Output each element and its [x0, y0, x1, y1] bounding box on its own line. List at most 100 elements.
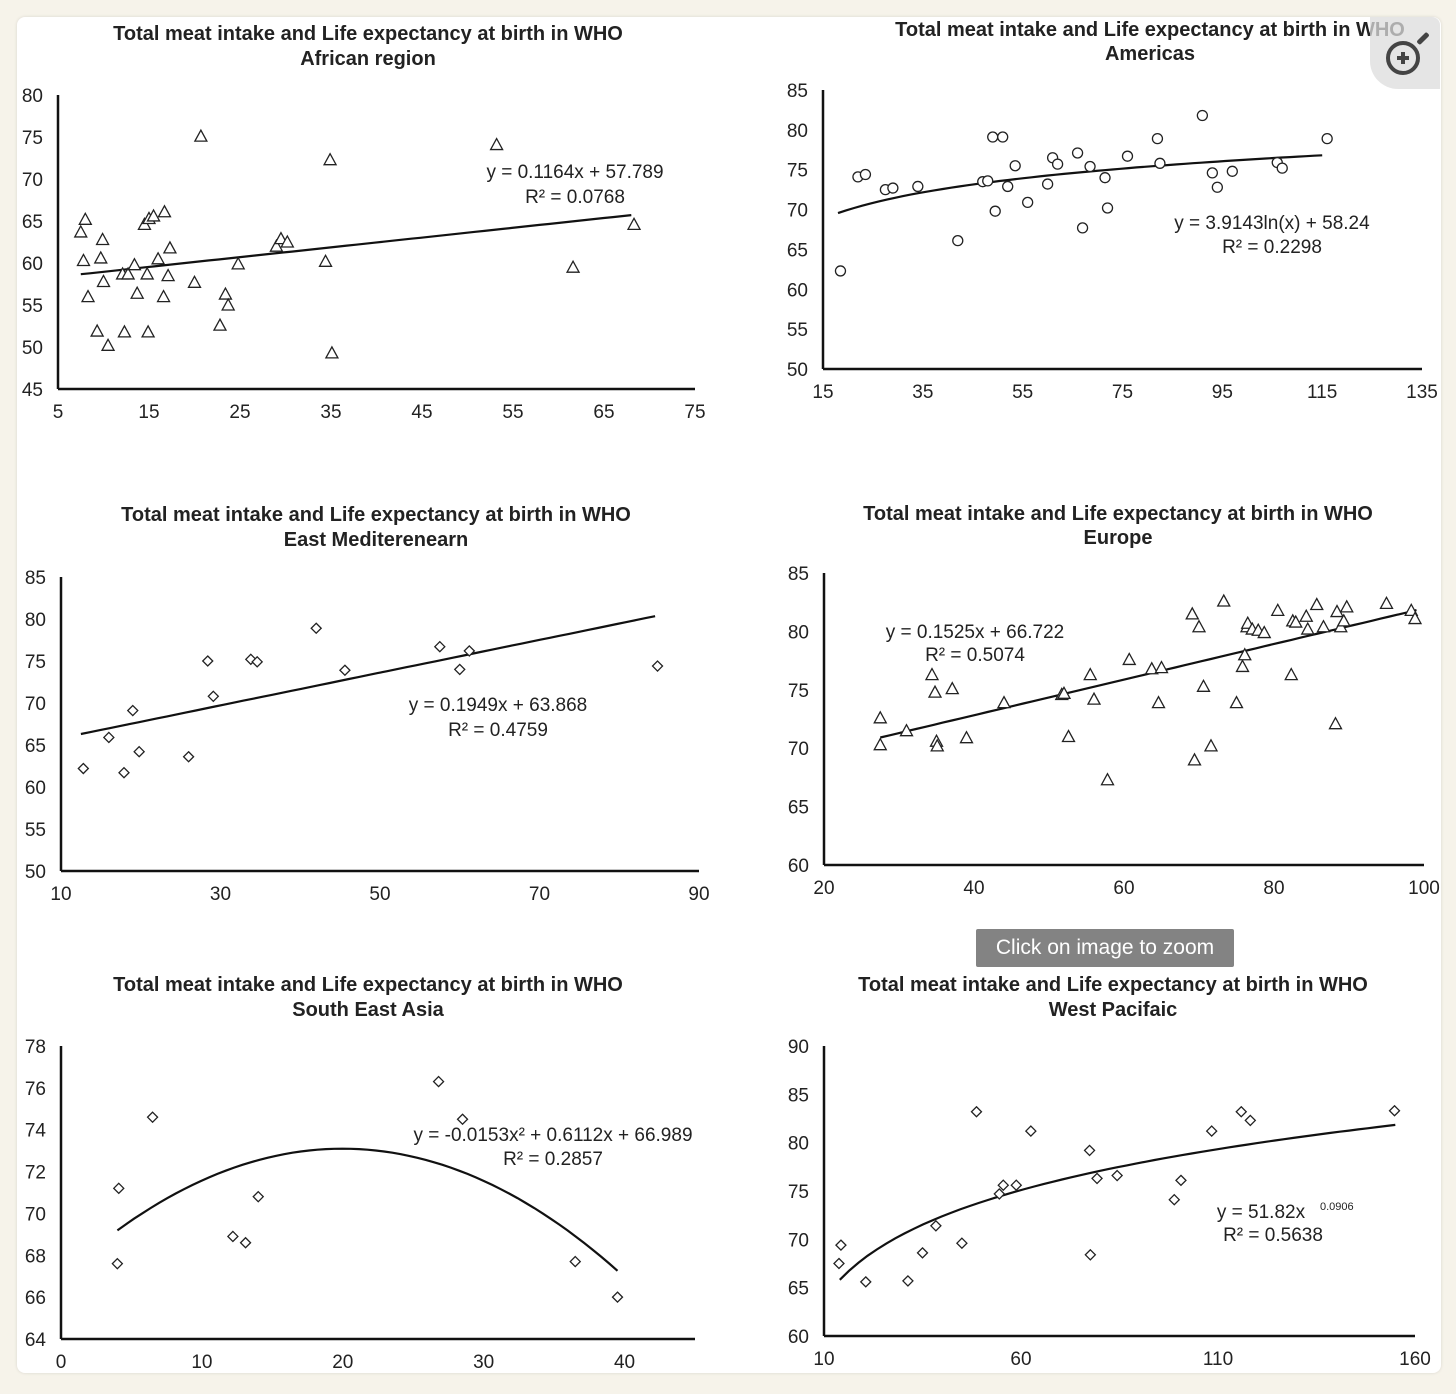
data-point [1339, 599, 1354, 613]
chart-title: African region [300, 48, 436, 70]
x-tick-label: 40 [963, 878, 984, 899]
x-tick-label: 95 [1212, 382, 1233, 403]
y-tick-label: 65 [788, 798, 809, 819]
y-tick-label: 60 [788, 856, 809, 877]
y-tick-label: 60 [788, 1327, 809, 1348]
data-point [1205, 1125, 1218, 1137]
data-point [1002, 180, 1014, 193]
x-tick-label: 0 [56, 1352, 67, 1373]
y-tick-label: 85 [25, 568, 46, 589]
data-point [899, 723, 914, 737]
data-point [1196, 678, 1211, 692]
data-point [1407, 611, 1423, 625]
trend-line [839, 1123, 1396, 1281]
data-point [626, 217, 642, 231]
data-point [1122, 652, 1137, 666]
zoom-tooltip: Click on image to zoom [976, 929, 1234, 967]
data-point [859, 168, 872, 181]
data-point [834, 265, 847, 277]
y-tick-label: 65 [788, 1279, 809, 1300]
y-tick-label: 60 [25, 778, 46, 799]
x-tick-label: 75 [1112, 382, 1133, 403]
data-point [982, 175, 994, 187]
data-point [1328, 716, 1343, 730]
zoom-button[interactable] [1370, 17, 1440, 89]
x-tick-label: 55 [1012, 382, 1033, 403]
data-point [239, 1236, 252, 1249]
data-point [1276, 162, 1288, 174]
data-point [78, 211, 93, 225]
chart-title: West Pacifaic [1049, 999, 1178, 1021]
y-tick-label: 80 [787, 121, 808, 142]
trend-line [116, 1147, 619, 1272]
trend-equation: y = 0.1525x + 66.722 [886, 622, 1065, 643]
data-point [1226, 165, 1238, 177]
data-point [269, 238, 284, 252]
data-point [193, 128, 208, 142]
trend-equation: y = 0.1949x + 63.868 [409, 695, 588, 716]
data-point [207, 690, 220, 703]
data-point [1235, 1105, 1248, 1118]
y-tick-label: 75 [788, 681, 809, 702]
y-tick-label: 70 [788, 739, 809, 760]
data-point [952, 235, 964, 247]
data-point [859, 1275, 872, 1288]
data-point [146, 208, 161, 222]
data-point [1284, 667, 1299, 681]
y-tick-label: 55 [25, 820, 46, 841]
data-point [90, 323, 105, 337]
data-point [1086, 691, 1102, 705]
chart-title: East Mediterenearn [284, 529, 469, 551]
trend-equation: y = -0.0153x² + 0.6112x + 66.989 [413, 1125, 692, 1146]
data-point [252, 1190, 265, 1203]
data-point [1056, 685, 1072, 699]
data-point [835, 1239, 847, 1252]
y-tick-label: 68 [25, 1246, 46, 1267]
data-point [162, 240, 178, 254]
y-tick-label: 90 [788, 1037, 809, 1058]
r-squared: R² = 0.0768 [525, 187, 625, 208]
y-tick-label: 65 [22, 212, 43, 233]
data-point [1071, 147, 1084, 159]
trend-line [80, 214, 632, 276]
chart-title: Total meat intake and Life expectancy at… [113, 974, 623, 996]
data-point [187, 274, 202, 288]
data-point [997, 131, 1009, 143]
data-point [1336, 613, 1351, 627]
data-point [463, 645, 476, 657]
data-point [102, 731, 115, 744]
data-point [1388, 1104, 1401, 1117]
data-point [1185, 606, 1200, 620]
data-point [1196, 109, 1209, 122]
chart-west_pacific: Total meat intake and Life expectancy at… [788, 974, 1431, 1370]
data-point [1024, 1125, 1037, 1137]
data-point [1316, 619, 1331, 633]
data-point [201, 655, 214, 667]
x-tick-label: 100 [1408, 878, 1440, 899]
data-point [997, 1179, 1010, 1192]
data-point [151, 251, 166, 265]
y-tick-label: 60 [787, 280, 808, 301]
chart-south_east_asia: Total meat intake and Life expectancy at… [25, 974, 695, 1373]
data-point [324, 345, 340, 359]
x-tick-label: 70 [529, 884, 550, 905]
data-point [161, 268, 176, 282]
data-point [1076, 222, 1089, 234]
data-point [1099, 172, 1111, 184]
data-point [565, 259, 581, 273]
data-point [1083, 667, 1098, 681]
data-point [927, 684, 943, 698]
figure-frame[interactable] [17, 17, 1441, 1373]
data-point [1022, 196, 1034, 209]
data-point [945, 681, 960, 695]
data-point [1051, 158, 1064, 170]
data-point [489, 137, 504, 151]
y-tick-label: 72 [25, 1163, 46, 1184]
data-point [453, 663, 466, 676]
y-tick-label: 74 [25, 1121, 47, 1142]
data-point [955, 1237, 968, 1250]
chart-title: Europe [1084, 527, 1153, 549]
x-tick-label: 60 [1113, 878, 1134, 899]
y-tick-label: 55 [22, 296, 43, 317]
x-tick-label: 90 [688, 884, 709, 905]
